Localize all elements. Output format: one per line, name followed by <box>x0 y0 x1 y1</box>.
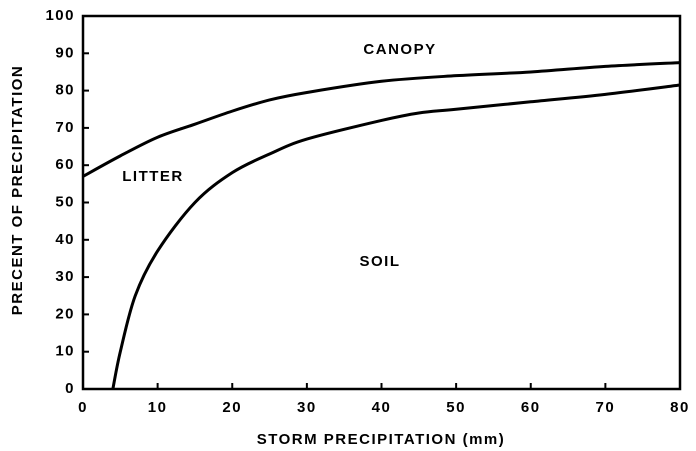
x-tick-label: 80 <box>670 399 690 416</box>
y-tick-label: 30 <box>55 268 75 285</box>
y-tick-label: 100 <box>45 7 75 24</box>
x-tick-label: 60 <box>521 399 541 416</box>
x-tick-label: 10 <box>148 399 168 416</box>
annotation: SOIL <box>359 253 400 270</box>
x-tick-label: 70 <box>596 399 616 416</box>
y-tick-label: 10 <box>55 343 75 360</box>
y-tick-label: 90 <box>55 44 75 61</box>
x-tick-label: 30 <box>297 399 317 416</box>
y-tick-label: 50 <box>55 193 75 210</box>
plot-frame <box>81 14 682 391</box>
x-tick-label: 50 <box>446 399 466 416</box>
line <box>111 83 681 390</box>
annotation: CANOPY <box>363 41 436 58</box>
line <box>82 61 681 178</box>
y-axis-label: PRECENT OF PRECIPITATION <box>9 65 26 315</box>
y-tick-label: 80 <box>55 82 75 99</box>
x-axis-label: STORM PRECIPITATION (mm) <box>257 431 506 448</box>
x-tick-label: 20 <box>222 399 242 416</box>
x-tick-label: 40 <box>372 399 392 416</box>
y-tick-label: 70 <box>55 119 75 136</box>
annotation: LITTER <box>122 168 184 185</box>
y-tick-label: 20 <box>55 305 75 322</box>
y-tick-label: 40 <box>55 231 75 248</box>
x-tick-label: 0 <box>78 399 88 416</box>
y-tick-label: 60 <box>55 156 75 173</box>
y-tick-label: 0 <box>65 380 75 397</box>
